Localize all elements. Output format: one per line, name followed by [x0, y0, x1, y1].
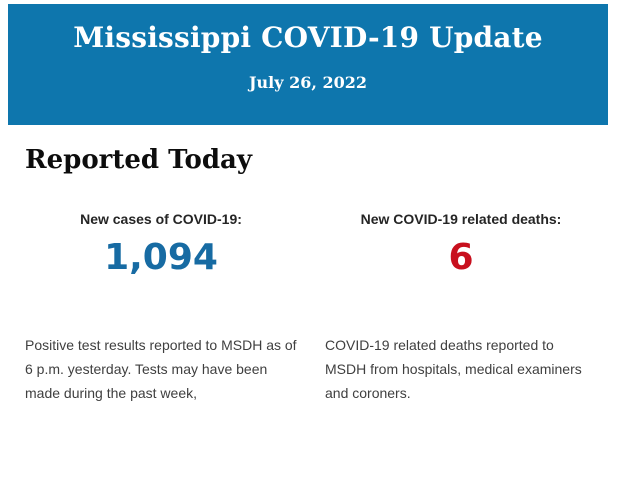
header-banner: Mississippi COVID-19 Update July 26, 202…: [8, 4, 608, 125]
new-deaths-description: COVID-19 related deaths reported to MSDH…: [325, 337, 582, 401]
new-cases-description: Positive test results reported to MSDH a…: [25, 337, 297, 401]
page-title: Mississippi COVID-19 Update: [73, 21, 543, 54]
stat-new-cases: New cases of COVID-19: 1,094 Positive te…: [25, 177, 297, 405]
stats-grid: New cases of COVID-19: 1,094 Positive te…: [25, 177, 597, 405]
new-deaths-value: 6: [448, 237, 474, 278]
stat-new-deaths: New COVID-19 related deaths: 6 COVID-19 …: [325, 177, 597, 405]
new-cases-label: New cases of COVID-19:: [80, 211, 242, 227]
main-content: Reported Today New cases of COVID-19: 1,…: [25, 125, 597, 405]
new-deaths-label: New COVID-19 related deaths:: [360, 211, 562, 227]
new-cases-value: 1,094: [104, 237, 218, 278]
report-date: July 26, 2022: [248, 73, 368, 92]
section-heading: Reported Today: [25, 145, 252, 175]
